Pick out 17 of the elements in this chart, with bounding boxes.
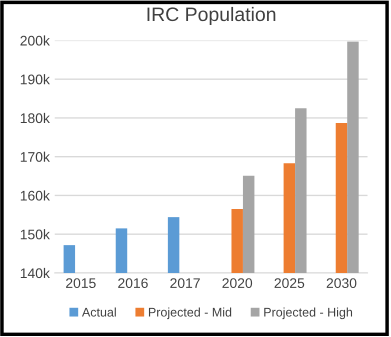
legend-label: Actual — [82, 307, 116, 317]
legend-label: Projected - Mid — [148, 307, 232, 320]
y-tick-label: 170k — [20, 152, 50, 162]
y-tick-label: 160k — [20, 190, 50, 201]
x-tick-label: 2020 — [222, 278, 252, 288]
y-tick-label: 150k — [20, 229, 50, 240]
chart-title: IRC Population — [148, 6, 276, 26]
x-tick-label: 2030 — [326, 278, 356, 288]
y-tick-label: 200k — [20, 35, 50, 46]
y-tick-label: 190k — [20, 74, 50, 84]
y-tick-label: 180k — [20, 112, 50, 124]
x-tick-label: 2015 — [66, 278, 96, 288]
x-tick-label: 2017 — [170, 278, 200, 288]
x-tick-label: 2025 — [274, 278, 304, 288]
x-tick-label: 2016 — [118, 278, 148, 288]
legend-label: Projected - High — [264, 307, 352, 320]
y-tick-label: 140k — [20, 268, 50, 278]
